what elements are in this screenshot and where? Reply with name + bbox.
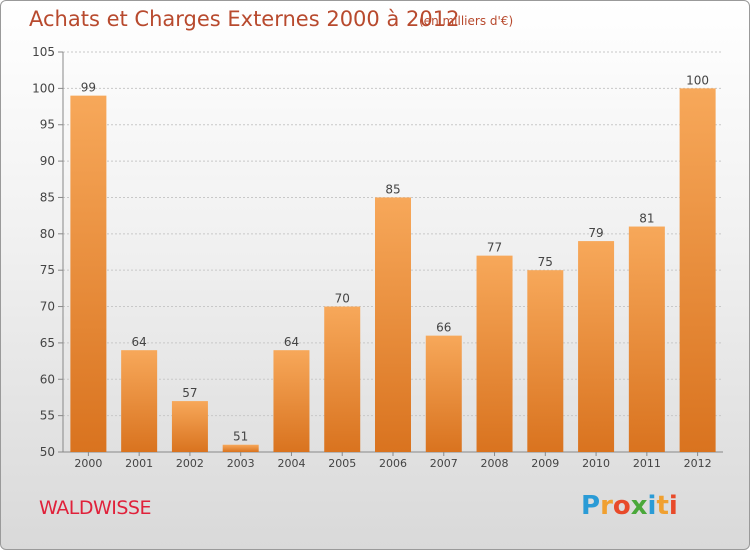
data-label: 64 xyxy=(132,335,147,349)
unit-label: (en milliers d'€) xyxy=(419,14,514,28)
bar xyxy=(222,444,259,452)
y-tick-label: 85 xyxy=(40,190,55,204)
x-tick-label: 2011 xyxy=(633,457,661,470)
x-tick-label: 2007 xyxy=(430,457,458,470)
logo-letter: x xyxy=(630,491,648,521)
x-tick-label: 2003 xyxy=(227,457,255,470)
bar xyxy=(324,306,361,452)
data-label: 70 xyxy=(335,292,350,306)
data-label: 51 xyxy=(233,430,248,444)
y-tick-label: 50 xyxy=(40,445,55,459)
y-tick-label: 55 xyxy=(40,409,55,423)
y-tick-label: 80 xyxy=(40,227,55,241)
bar xyxy=(628,226,665,452)
bar xyxy=(273,350,310,452)
data-label: 75 xyxy=(538,255,553,269)
bar xyxy=(679,88,716,452)
bar xyxy=(476,255,513,452)
data-label: 81 xyxy=(639,212,654,226)
bar xyxy=(70,95,107,453)
proxiti-logo: Proxiti xyxy=(581,491,678,521)
logo-letter: P xyxy=(581,491,601,521)
y-tick-label: 75 xyxy=(40,263,55,277)
logo-letter: t xyxy=(656,491,669,521)
x-tick-label: 2002 xyxy=(176,457,204,470)
x-tick-label: 2009 xyxy=(531,457,559,470)
data-label: 66 xyxy=(436,321,451,335)
y-tick-label: 90 xyxy=(40,154,55,168)
x-tick-label: 2006 xyxy=(379,457,407,470)
data-label: 100 xyxy=(686,73,709,87)
logo-letter: o xyxy=(612,491,631,521)
x-tick-label: 2012 xyxy=(684,457,712,470)
y-tick-label: 105 xyxy=(32,45,55,59)
y-tick-label: 100 xyxy=(32,81,55,95)
x-tick-label: 2001 xyxy=(125,457,153,470)
x-tick-label: 2004 xyxy=(277,457,305,470)
data-label: 79 xyxy=(588,226,603,240)
bar xyxy=(171,401,208,452)
data-label: 99 xyxy=(81,81,96,95)
x-tick-label: 2005 xyxy=(328,457,356,470)
y-tick-label: 65 xyxy=(40,336,55,350)
data-label: 77 xyxy=(487,241,502,255)
x-tick-label: 2000 xyxy=(74,457,102,470)
bar xyxy=(578,241,615,452)
logo-letter: r xyxy=(600,491,613,521)
chart-title: Achats et Charges Externes 2000 à 2012 xyxy=(29,7,460,31)
logo-letter: i xyxy=(668,491,678,521)
data-label: 85 xyxy=(385,182,400,196)
bar xyxy=(425,335,462,452)
y-tick-label: 95 xyxy=(40,118,55,132)
bar xyxy=(121,350,158,452)
data-label: 57 xyxy=(182,386,197,400)
data-label: 64 xyxy=(284,335,299,349)
bar xyxy=(527,270,564,452)
bar xyxy=(375,197,411,452)
logo-letter: i xyxy=(647,491,657,521)
x-tick-label: 2008 xyxy=(481,457,509,470)
x-tick-label: 2010 xyxy=(582,457,610,470)
city-name: WALDWISSE xyxy=(39,497,151,519)
y-tick-label: 70 xyxy=(40,300,55,314)
y-tick-label: 60 xyxy=(40,372,55,386)
